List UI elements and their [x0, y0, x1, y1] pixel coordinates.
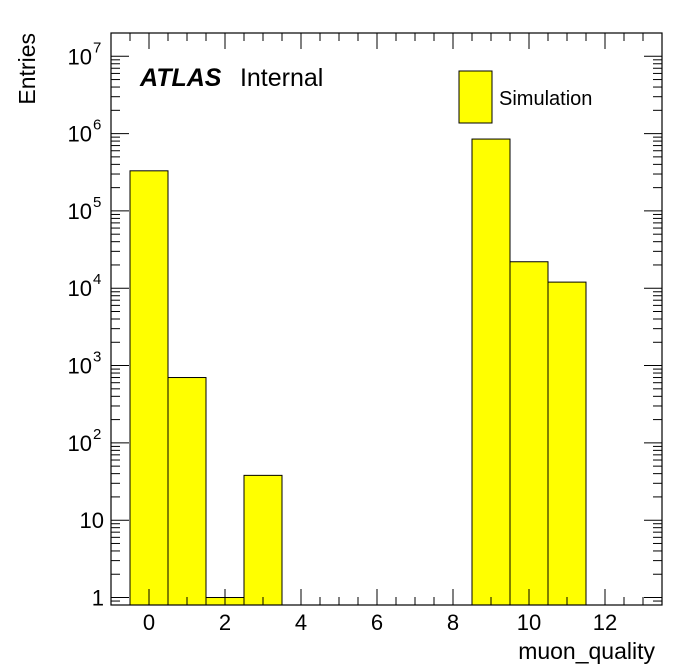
atlas-label: ATLAS Internal: [139, 64, 323, 92]
x-tick-label: 2: [219, 610, 231, 635]
x-tick-label: 8: [447, 610, 459, 635]
y-tick-label: 10: [80, 508, 104, 533]
x-tick-label: 0: [143, 610, 155, 635]
y-tick-exponent: 7: [93, 39, 101, 56]
histogram-bar-5: [509, 261, 549, 606]
x-tick-label: 12: [593, 610, 617, 635]
histogram-bars: [129, 138, 587, 606]
legend-entry-label: Simulation: [499, 88, 592, 110]
y-tick-label: 1: [92, 586, 104, 611]
legend: Simulation: [458, 70, 592, 124]
plot-frame: [110, 32, 663, 606]
x-tick-label: 6: [371, 610, 383, 635]
y-tick-label: 10: [68, 354, 92, 379]
histogram-bar-3: [243, 474, 283, 606]
x-axis-title: muon_quality: [518, 638, 655, 664]
y-tick-exponent: 2: [93, 426, 101, 443]
y-tick-exponent: 4: [93, 271, 101, 288]
y-tick-label: 10: [68, 431, 92, 456]
y-tick-exponent: 3: [93, 349, 101, 366]
axis-ticks: [110, 32, 663, 606]
y-tick-exponent: 6: [93, 117, 101, 134]
histogram-bar-0: [129, 170, 169, 606]
y-tick-label: 10: [68, 122, 92, 147]
atlas-label-internal: Internal: [240, 64, 323, 92]
legend-swatch: [458, 70, 493, 124]
x-tick-labels: 0 2 4 6 8 10 12: [143, 610, 617, 635]
histogram-bar-4: [471, 138, 511, 606]
y-tick-label: 10: [68, 199, 92, 224]
histogram-bar-6: [547, 281, 587, 606]
atlas-label-bold: ATLAS: [139, 64, 222, 92]
y-tick-label: 10: [68, 276, 92, 301]
x-tick-label: 10: [517, 610, 541, 635]
histogram-bar-1: [167, 377, 207, 606]
y-tick-label: 10: [68, 44, 92, 69]
x-tick-label: 4: [295, 610, 307, 635]
y-tick-exponent: 5: [93, 194, 101, 211]
y-axis-title: Entries: [14, 33, 40, 105]
